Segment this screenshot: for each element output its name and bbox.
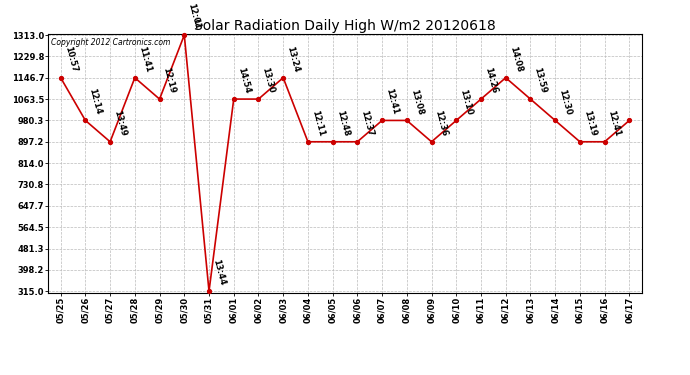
Text: 13:19: 13:19 xyxy=(582,109,598,137)
Text: 14:54: 14:54 xyxy=(236,66,251,94)
Text: 11:41: 11:41 xyxy=(137,45,152,73)
Text: 12:30: 12:30 xyxy=(557,88,573,116)
Title: Solar Radiation Daily High W/m2 20120618: Solar Radiation Daily High W/m2 20120618 xyxy=(194,19,496,33)
Text: 12:14: 12:14 xyxy=(88,87,103,116)
Text: 12:41: 12:41 xyxy=(607,109,622,137)
Text: 14:26: 14:26 xyxy=(483,66,499,94)
Text: 12:48: 12:48 xyxy=(335,109,351,137)
Text: 12:41: 12:41 xyxy=(384,87,400,116)
Text: 10:57: 10:57 xyxy=(63,45,78,73)
Text: 13:30: 13:30 xyxy=(260,66,276,94)
Text: 13:49: 13:49 xyxy=(112,109,128,137)
Text: 12:37: 12:37 xyxy=(359,109,375,137)
Text: 13:59: 13:59 xyxy=(533,66,548,94)
Text: 12:19: 12:19 xyxy=(161,66,177,94)
Text: 13:44: 13:44 xyxy=(211,258,226,286)
Text: 12:01: 12:01 xyxy=(186,2,202,30)
Text: 13:08: 13:08 xyxy=(408,88,424,116)
Text: 12:36: 12:36 xyxy=(433,109,449,137)
Text: 14:08: 14:08 xyxy=(508,45,523,73)
Text: 13:24: 13:24 xyxy=(285,45,301,73)
Text: Copyright 2012 Cartronics.com: Copyright 2012 Cartronics.com xyxy=(51,38,170,46)
Text: 13:10: 13:10 xyxy=(458,88,474,116)
Text: 12:11: 12:11 xyxy=(310,109,326,137)
